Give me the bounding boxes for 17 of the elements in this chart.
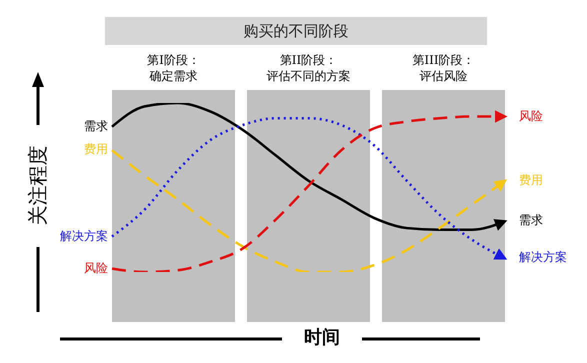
text: 第I阶段： (146, 52, 201, 68)
series-label: 费用 (84, 141, 108, 158)
series-label: 风险 (84, 260, 108, 277)
text: 评估风险 (418, 68, 468, 84)
text: 第III阶段： (411, 52, 476, 68)
series-label: 需求 (84, 118, 108, 135)
text: 解决方案 (519, 250, 567, 264)
chart-title: 购买的不同阶段 (105, 17, 487, 45)
y-axis-title: 关注程度 (24, 145, 50, 225)
text: 评估不同的方案 (266, 68, 352, 84)
text: 确定需求 (148, 68, 198, 84)
text: 费用 (519, 172, 543, 187)
text: 第II阶段： (278, 52, 338, 68)
series-label: 解决方案 (60, 228, 108, 244)
text: 风险 (519, 108, 543, 123)
x-axis-title: 时间 (303, 326, 341, 349)
text: 需求 (519, 213, 543, 228)
